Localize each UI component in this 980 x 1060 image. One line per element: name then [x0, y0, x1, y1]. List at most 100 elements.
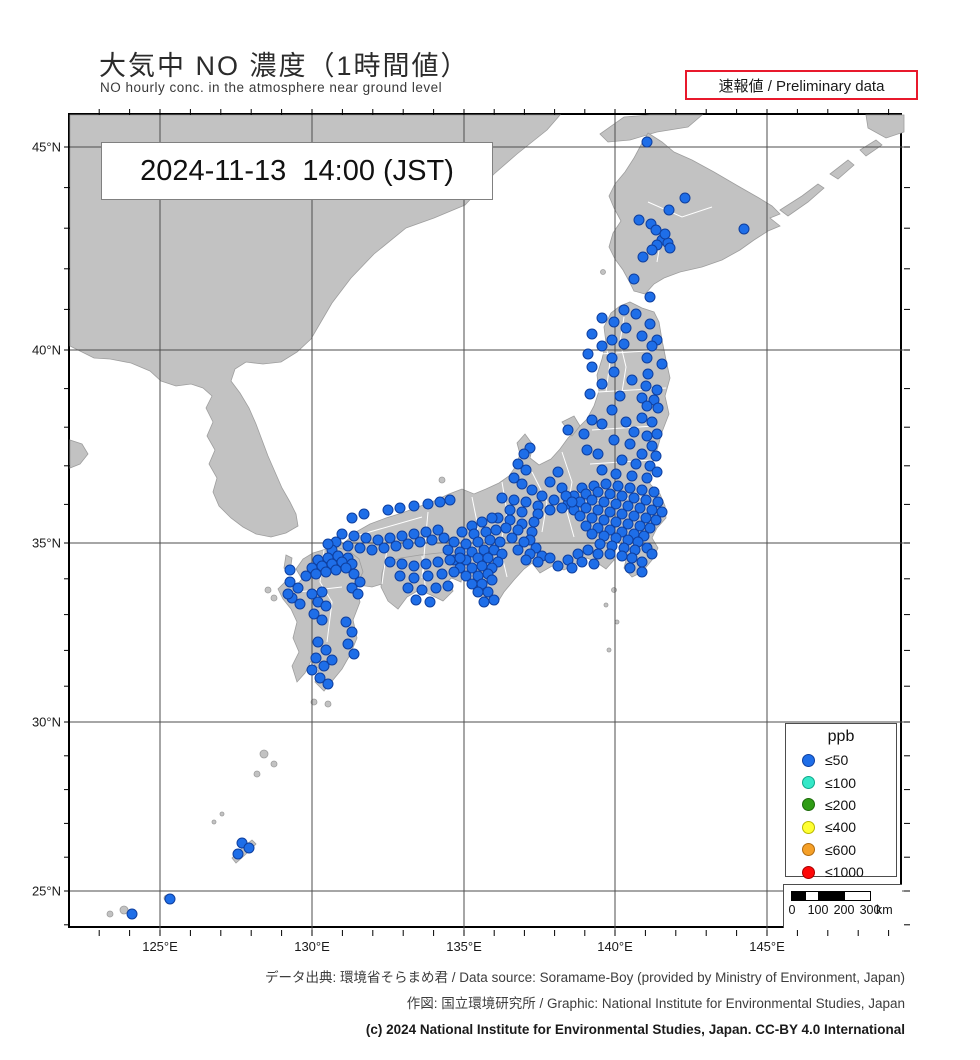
station-dot [738, 223, 750, 235]
station-dot [586, 328, 598, 340]
station-dot [314, 672, 326, 684]
axis-label-layer: 45°N 40°N 35°N 30°N 25°N 125°E 130°E 135°E 140°E… [32, 140, 785, 955]
station-dot [512, 524, 524, 536]
legend-color-dot [802, 820, 815, 834]
station-dot [616, 490, 628, 502]
station-dot [378, 542, 390, 554]
station-dot [444, 554, 456, 566]
station-dot [432, 556, 444, 568]
station-dot [432, 524, 444, 536]
station-dot [348, 530, 360, 542]
station-dot [476, 516, 488, 528]
station-dot [414, 536, 426, 548]
station-dot [243, 842, 255, 854]
station-dot [616, 454, 628, 466]
station-dots-layer [126, 136, 750, 920]
station-dot [664, 242, 676, 254]
station-dot [628, 510, 640, 522]
station-dot [536, 490, 548, 502]
station-dot [604, 548, 616, 560]
preliminary-data-badge: 速報値 / Preliminary data [685, 70, 918, 100]
station-dot [622, 518, 634, 530]
ishigaki-island [119, 905, 129, 915]
station-dot [408, 560, 420, 572]
station-dot [358, 508, 370, 520]
station-dot [532, 556, 544, 568]
station-dot [586, 414, 598, 426]
station-dot [616, 508, 628, 520]
station-dot [644, 318, 656, 330]
timestamp-text: 2024-11-13 14:00 (JST) [140, 154, 454, 187]
station-dot [512, 458, 524, 470]
station-dot [164, 893, 176, 905]
svg-text:25°N: 25°N [32, 884, 61, 899]
station-dot [634, 502, 646, 514]
goto-island-1 [270, 594, 278, 602]
station-dot [641, 472, 653, 484]
station-dot [384, 532, 396, 544]
station-dot [598, 514, 610, 526]
yakushima [324, 700, 332, 708]
station-dot [340, 562, 352, 574]
svg-text:125°E: 125°E [142, 939, 178, 954]
legend-label: ≤600 [825, 841, 857, 858]
station-dot [544, 504, 556, 516]
station-dot [448, 536, 460, 548]
izu-islet-2 [603, 602, 609, 608]
station-dot [566, 496, 578, 508]
station-dot [566, 562, 578, 574]
station-dot [604, 506, 616, 518]
scalebar-seg-2 [804, 892, 819, 900]
station-dot [644, 522, 656, 534]
station-dot [320, 644, 332, 656]
station-dot [600, 478, 612, 490]
station-dot [496, 492, 508, 504]
station-dot [651, 466, 663, 478]
station-dot [520, 464, 532, 476]
station-dot [650, 514, 662, 526]
station-dot [581, 444, 593, 456]
scalebar-bar [791, 891, 871, 901]
station-dot [640, 494, 652, 506]
station-dot [646, 440, 658, 452]
station-dot [482, 552, 494, 564]
station-dot [306, 664, 318, 676]
station-dot [586, 361, 598, 373]
station-dot [633, 214, 645, 226]
station-dot [508, 472, 520, 484]
ryukyu-islet-2 [211, 819, 217, 825]
station-dot [346, 512, 358, 524]
station-dot [354, 576, 366, 588]
station-dot [592, 486, 604, 498]
kuril-islands [779, 114, 905, 217]
station-dot [360, 532, 372, 544]
station-dot [637, 251, 649, 263]
station-dot [402, 538, 414, 550]
station-dot [596, 378, 608, 390]
station-dot [126, 908, 138, 920]
station-dot [394, 570, 406, 582]
scalebar-seg-3 [818, 892, 844, 900]
map-svg: 45°N 40°N 35°N 30°N 25°N 125°E 130°E 135°E 140°E… [32, 109, 910, 954]
legend-row: ≤200 [786, 794, 896, 816]
station-dot [646, 548, 658, 560]
station-dot [552, 560, 564, 572]
station-dot [402, 582, 414, 594]
station-dot [434, 496, 446, 508]
station-dot [641, 430, 653, 442]
station-dot [442, 544, 454, 556]
station-dot [316, 586, 328, 598]
station-dot [490, 524, 502, 536]
station-dot [641, 400, 653, 412]
station-dot [651, 428, 663, 440]
station-dot [628, 273, 640, 285]
station-dot [636, 448, 648, 460]
station-dot [644, 460, 656, 472]
station-dot [596, 418, 608, 430]
station-dot [626, 552, 638, 564]
hokkaido [608, 132, 781, 295]
okushiri-island [600, 269, 606, 275]
station-dot [556, 502, 568, 514]
station-dot [620, 416, 632, 428]
